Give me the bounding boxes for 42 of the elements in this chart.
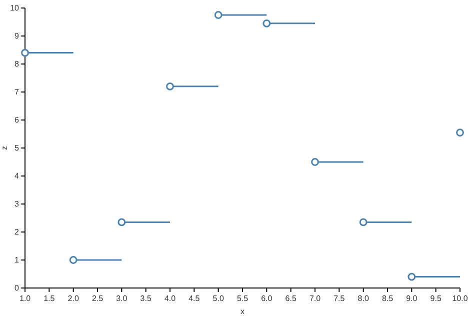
x-tick-label: 1.5	[44, 294, 56, 303]
x-tick-label: 5.0	[212, 294, 224, 303]
y-tick-label: 8	[14, 60, 20, 69]
y-axis-title: z	[0, 146, 9, 150]
y-tick-label: 9	[14, 32, 20, 41]
point	[166, 82, 174, 90]
y-tick-label: 2	[14, 228, 20, 237]
x-tick-label: 8.0	[358, 294, 370, 303]
y-tick-label: 7	[14, 88, 20, 97]
x-tick-label: 10.0	[452, 294, 468, 303]
point	[408, 272, 416, 281]
y-tick-label: 6	[14, 116, 20, 125]
y-tick-label: 4	[14, 172, 20, 181]
x-tick-label: 6.0	[261, 294, 273, 303]
x-axis-title: x	[240, 307, 244, 316]
x-tick-label: 6.5	[285, 294, 297, 303]
y-tick-label: 1	[14, 256, 20, 265]
x-tick-label: 4.5	[188, 294, 200, 303]
y-tick-label: 0	[14, 284, 20, 293]
point	[262, 19, 271, 28]
point	[456, 128, 464, 137]
point	[21, 48, 29, 57]
x-tick-label: 4.0	[164, 294, 176, 303]
x-tick-label: 7.0	[309, 294, 322, 303]
y-tick-label: 3	[14, 200, 20, 209]
x-tick-label: 8.5	[382, 294, 394, 303]
point	[69, 256, 78, 264]
x-tick-label: 3.0	[116, 294, 128, 303]
point	[214, 11, 222, 19]
x-tick-label: 2.5	[92, 294, 104, 303]
x-tick-label: 1.0	[19, 294, 32, 303]
x-tick-label: 5.5	[236, 294, 249, 303]
point	[118, 218, 126, 226]
x-tick-label: 9.5	[430, 294, 442, 303]
x-tick-label: 2.0	[68, 294, 80, 303]
x-tick-label: 7.5	[334, 294, 346, 303]
x-tick-label: 3.5	[140, 294, 152, 303]
y-tick-label: 10	[10, 4, 20, 13]
point	[359, 218, 368, 226]
x-tick-label: 9.0	[406, 294, 418, 303]
y-tick-label: 5	[14, 144, 20, 153]
point	[311, 158, 319, 166]
